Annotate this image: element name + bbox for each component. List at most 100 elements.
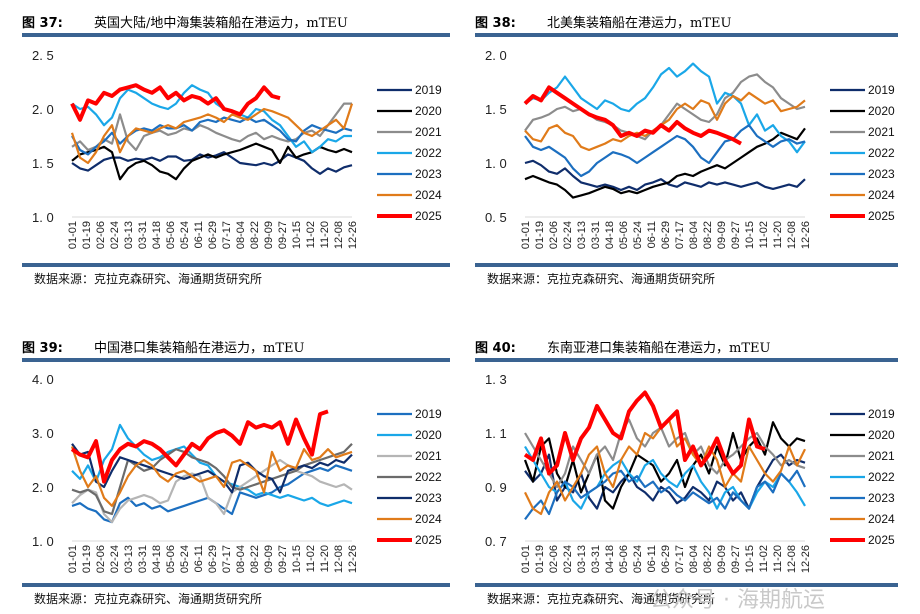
- x-tick-label: 12-26: [800, 545, 812, 573]
- figure-caption: 中国港口集装箱船在港运力，mTEU: [94, 341, 305, 356]
- x-tick-label: 10-15: [744, 545, 756, 573]
- x-tick-label: 09-09: [716, 221, 728, 249]
- legend-label-2020: 2020: [415, 104, 442, 118]
- legend-label-2023: 2023: [415, 491, 442, 505]
- series-line-2023: [71, 443, 353, 494]
- legend-label-2021: 2021: [868, 449, 895, 463]
- x-tick-label: 02-24: [109, 545, 121, 573]
- y-tick-label: 0. 5: [485, 210, 507, 225]
- x-tick-label: 03-31: [590, 545, 602, 573]
- x-tick-label: 06-11: [646, 545, 658, 572]
- legend-label-2024: 2024: [868, 188, 895, 202]
- x-tick-label: 12-08: [786, 221, 798, 249]
- x-tick-label: 05-24: [632, 221, 644, 249]
- legend-label-2023: 2023: [415, 167, 442, 181]
- figure-title: 图 38: 北美集装箱船在港运力，mTEU: [475, 12, 731, 38]
- legend-label-2021: 2021: [415, 125, 442, 139]
- y-tick-label: 2. 5: [32, 48, 54, 63]
- source-note: 数据来源：克拉克森研究、海通期货研究所: [487, 592, 716, 606]
- legend-label-2025: 2025: [868, 533, 895, 547]
- series-line-2025: [70, 409, 329, 484]
- legend-label-2021: 2021: [868, 125, 895, 139]
- x-tick-label: 09-09: [716, 545, 728, 573]
- x-tick-label: 03-31: [590, 221, 602, 249]
- series-line-2023: [524, 124, 806, 178]
- x-tick-label: 05-06: [165, 545, 177, 573]
- x-tick-label: 11-02: [305, 545, 317, 572]
- x-tick-label: 11-02: [758, 221, 770, 248]
- x-tick-label: 02-24: [109, 221, 121, 249]
- x-tick-label: 04-18: [604, 545, 616, 573]
- x-tick-label: 06-29: [660, 221, 672, 249]
- y-tick-label: 2. 0: [32, 480, 54, 495]
- series-line-2025: [70, 83, 281, 122]
- y-tick-label: 1. 3: [485, 372, 507, 387]
- x-tick-label: 03-13: [123, 545, 135, 573]
- x-tick-label: 07-17: [221, 545, 233, 573]
- x-tick-label: 11-20: [319, 545, 331, 572]
- title-rule: [22, 33, 450, 37]
- x-tick-label: 01-19: [534, 545, 546, 573]
- figure-number: 图 37:: [22, 16, 63, 31]
- y-tick-label: 1. 1: [485, 426, 507, 441]
- x-tick-label: 02-06: [548, 221, 560, 249]
- x-tick-label: 07-17: [221, 221, 233, 249]
- legend-label-2020: 2020: [415, 428, 442, 442]
- y-tick-label: 1. 5: [32, 156, 54, 171]
- figure-number: 图 39:: [22, 341, 63, 356]
- x-tick-label: 04-18: [604, 221, 616, 249]
- series-line-2022: [71, 84, 352, 154]
- legend-label-2022: 2022: [415, 146, 442, 160]
- y-tick-label: 3. 0: [32, 426, 54, 441]
- x-tick-label: 09-27: [730, 221, 742, 249]
- series-line-2023: [524, 469, 806, 521]
- x-tick-label: 06-29: [207, 545, 219, 573]
- y-tick-label: 1. 0: [32, 534, 54, 549]
- x-tick-label: 10-15: [291, 221, 303, 249]
- x-tick-label: 12-08: [786, 545, 798, 573]
- legend-label-2020: 2020: [868, 104, 895, 118]
- figure-title: 图 39: 中国港口集装箱船在港运力，mTEU: [22, 337, 304, 363]
- x-tick-label: 12-08: [333, 221, 345, 249]
- y-tick-label: 1. 0: [485, 156, 507, 171]
- y-tick-label: 4. 0: [32, 372, 54, 387]
- x-tick-label: 11-02: [758, 545, 770, 572]
- series-line-2024: [524, 91, 806, 152]
- chart-svg: 1. 0 2. 0 3. 0 4. 0 01-01 01-19 02-06 02-24 03-1…: [32, 372, 442, 573]
- x-tick-label: 03-13: [576, 221, 588, 249]
- x-tick-label: 01-01: [67, 221, 79, 249]
- source-rule: [22, 583, 450, 587]
- x-tick-label: 12-26: [347, 545, 359, 573]
- x-tick-label: 01-01: [67, 545, 79, 573]
- x-tick-label: 08-22: [249, 545, 261, 573]
- x-tick-label: 01-19: [81, 545, 93, 573]
- x-tick-label: 11-20: [772, 221, 784, 248]
- legend-label-2020: 2020: [868, 428, 895, 442]
- y-tick-label: 2. 0: [32, 102, 54, 117]
- x-tick-label: 05-24: [179, 221, 191, 249]
- x-tick-label: 10-15: [291, 545, 303, 573]
- x-tick-label: 11-20: [319, 221, 331, 248]
- figure-number: 图 38:: [475, 16, 516, 31]
- x-tick-label: 01-19: [534, 221, 546, 249]
- legend-label-2025: 2025: [415, 209, 442, 223]
- x-tick-label: 06-29: [207, 221, 219, 249]
- x-tick-label: 08-22: [702, 545, 714, 573]
- x-tick-label: 08-22: [249, 221, 261, 249]
- x-tick-label: 06-11: [193, 545, 205, 572]
- legend-label-2022: 2022: [868, 146, 895, 160]
- legend-label-2023: 2023: [868, 167, 895, 181]
- source-note: 数据来源：克拉克森研究、海通期货研究所: [487, 272, 716, 286]
- series-line-2020: [71, 423, 353, 507]
- chart-svg: 0. 5 1. 0 1. 5 2. 0 01-01 01-19 02-06 02-24 03-1…: [485, 48, 895, 249]
- x-tick-label: 02-06: [95, 545, 107, 573]
- x-tick-label: 11-20: [772, 545, 784, 572]
- source-rule: [22, 263, 450, 267]
- x-tick-label: 12-26: [347, 221, 359, 249]
- figure-title: 图 37: 英国大陆/地中海集装箱船在港运力，mTEU: [22, 12, 348, 38]
- x-tick-label: 09-27: [277, 221, 289, 249]
- x-tick-label: 03-13: [576, 545, 588, 573]
- series-line-2022: [524, 62, 806, 154]
- x-tick-label: 05-24: [632, 545, 644, 573]
- x-tick-label: 06-11: [646, 221, 658, 248]
